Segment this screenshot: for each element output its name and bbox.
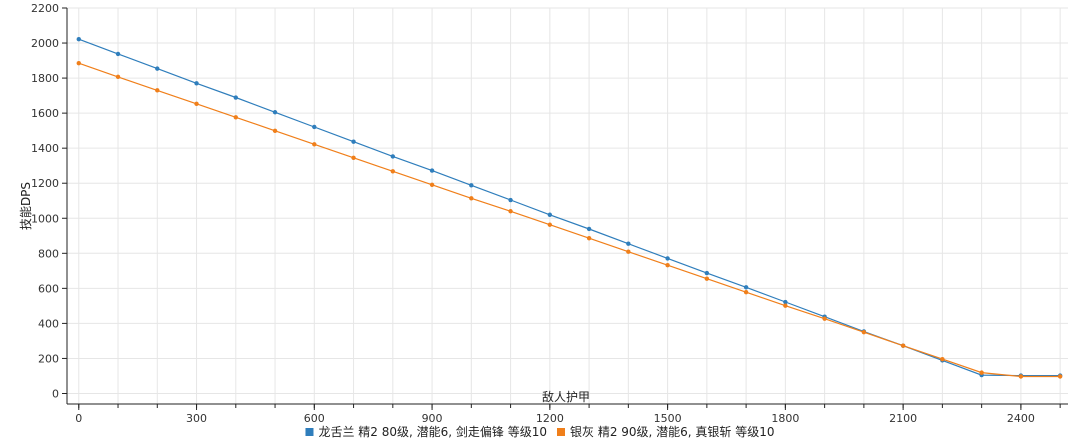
data-point[interactable] (626, 249, 631, 254)
data-point[interactable] (743, 285, 749, 290)
data-point[interactable] (626, 241, 631, 246)
data-point[interactable] (586, 226, 592, 232)
legend-label-yinhui[interactable]: 银灰 精2 90级, 潜能6, 真银斩 等级10 (570, 425, 775, 439)
x-tick-label: 1200 (536, 412, 564, 425)
data-point[interactable] (233, 115, 238, 120)
data-point[interactable] (155, 88, 160, 93)
y-tick-label: 800 (38, 247, 59, 260)
y-tick-label: 1000 (31, 212, 59, 225)
series-longshelan (76, 36, 1063, 378)
y-tick-label: 1200 (31, 177, 59, 190)
data-point[interactable] (783, 303, 788, 308)
y-ticks: 0 200 400 600 800 1000 1200 1400 1600 1800 2000 220… (31, 2, 67, 400)
data-point[interactable] (351, 139, 356, 144)
data-point[interactable] (783, 299, 788, 305)
legend-label-longshelan[interactable]: 龙舌兰 精2 80级, 潜能6, 剑走偏锋 等级10 (318, 424, 547, 439)
data-point[interactable] (272, 128, 278, 134)
data-point[interactable] (861, 329, 867, 335)
y-tick-label: 200 (38, 352, 59, 365)
data-point[interactable] (155, 66, 160, 71)
legend-swatch-yinhui[interactable] (557, 428, 565, 436)
data-point[interactable] (586, 236, 592, 241)
data-point[interactable] (351, 155, 356, 161)
series-line-yinhui (78, 62, 1061, 378)
data-point[interactable] (1057, 374, 1063, 379)
data-point[interactable] (547, 222, 553, 227)
data-point[interactable] (704, 276, 710, 281)
y-tick-label: 1600 (31, 107, 59, 120)
y-tick-label: 1400 (31, 142, 59, 155)
data-point[interactable] (743, 290, 749, 295)
x-ticks: 0 300 600 900 1200 1500 1800 2100 2400 (75, 404, 1061, 425)
data-point[interactable] (1018, 374, 1024, 379)
x-axis-title: 敌人护甲 (542, 389, 590, 404)
data-point[interactable] (822, 316, 827, 321)
y-tick-label: 1800 (31, 72, 59, 85)
data-point[interactable] (312, 142, 317, 147)
data-point[interactable] (940, 356, 945, 362)
x-tick-label: 2100 (889, 412, 917, 425)
x-tick-label: 1500 (654, 412, 682, 425)
y-axis-title: 技能DPS (19, 182, 33, 230)
data-point[interactable] (665, 263, 670, 268)
x-tick-label: 900 (422, 412, 443, 425)
data-point[interactable] (429, 182, 435, 187)
data-point[interactable] (469, 196, 474, 201)
data-point[interactable] (115, 74, 121, 80)
gridlines (67, 7, 1068, 404)
legend-swatch-longshelan[interactable] (305, 428, 314, 436)
data-point[interactable] (390, 154, 396, 159)
y-tick-label: 0 (52, 387, 59, 400)
data-point[interactable] (194, 101, 199, 107)
axes (66, 8, 1068, 405)
series-yinhui (76, 60, 1063, 379)
y-tick-label: 2000 (31, 37, 59, 50)
series (76, 36, 1063, 379)
data-point[interactable] (469, 183, 474, 188)
data-point[interactable] (508, 197, 513, 203)
x-tick-label: 0 (75, 412, 82, 425)
data-point[interactable] (508, 209, 513, 214)
data-point[interactable] (312, 124, 317, 130)
data-point[interactable] (900, 343, 906, 348)
data-point[interactable] (429, 168, 435, 173)
data-point[interactable] (194, 81, 199, 86)
data-point[interactable] (115, 51, 121, 57)
data-point[interactable] (233, 95, 238, 100)
data-point[interactable] (76, 60, 81, 66)
y-tick-label: 600 (38, 282, 59, 295)
series-line-longshelan (78, 38, 1061, 377)
data-point[interactable] (272, 110, 278, 115)
y-tick-label: 2200 (31, 2, 59, 15)
data-point[interactable] (704, 270, 710, 276)
x-tick-label: 2400 (1007, 412, 1035, 425)
data-point[interactable] (979, 370, 984, 375)
data-point[interactable] (665, 256, 670, 261)
x-tick-label: 300 (186, 412, 207, 425)
x-tick-label: 1800 (771, 412, 799, 425)
legend[interactable]: 龙舌兰 精2 80级, 潜能6, 剑走偏锋 等级10 银灰 精2 90级, 潜能… (305, 424, 775, 439)
data-point[interactable] (547, 212, 553, 217)
data-point[interactable] (76, 36, 81, 42)
y-tick-label: 400 (38, 317, 59, 330)
x-tick-label: 600 (304, 412, 325, 425)
data-point[interactable] (390, 169, 396, 174)
